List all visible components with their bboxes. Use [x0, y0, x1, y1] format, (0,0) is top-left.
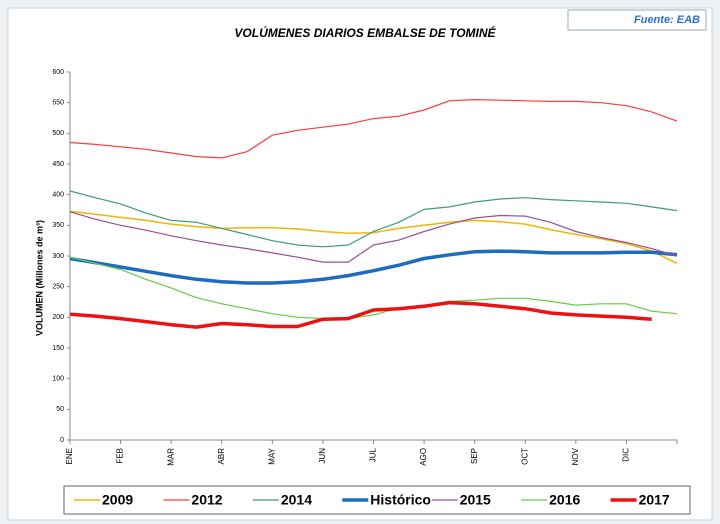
chart-title: VOLÚMENES DIARIOS EMBALSE DE TOMINÉ — [234, 25, 496, 40]
y-axis-label: VOLUMEN (Millones de m³) — [34, 220, 44, 336]
y-tick-label: 250 — [52, 284, 64, 291]
legend-label: 2014 — [281, 492, 312, 508]
legend-label: 2017 — [639, 492, 670, 508]
y-tick-label: 550 — [52, 100, 64, 107]
x-tick-label: FEB — [116, 448, 125, 464]
series-line — [69, 211, 678, 263]
y-tick-label: 600 — [52, 69, 64, 76]
legend-label: 2012 — [191, 492, 222, 508]
x-tick-label: ENE — [65, 448, 74, 464]
x-tick-label: OCT — [520, 448, 529, 465]
y-tick-label: 0 — [60, 437, 64, 444]
legend-label: 2009 — [102, 492, 133, 508]
source: Fuente: EAB — [634, 14, 700, 26]
series-line — [69, 190, 678, 248]
y-tick-label: 500 — [52, 130, 64, 137]
y-tick-label: 150 — [52, 345, 64, 352]
x-tick-label: JUL — [369, 447, 378, 462]
series-line — [69, 300, 652, 329]
x-tick-label: DIC — [622, 448, 631, 462]
x-tick-label: ABR — [217, 448, 226, 465]
y-tick-label: 400 — [52, 192, 64, 199]
y-tick-label: 300 — [52, 253, 64, 260]
legend-label: 2016 — [549, 492, 580, 508]
legend-label: Histórico — [370, 492, 431, 508]
legend-label: 2015 — [460, 492, 491, 508]
y-tick-label: 200 — [52, 314, 64, 321]
series-line — [69, 99, 678, 159]
series-line — [69, 249, 678, 285]
x-tick-label: JUN — [318, 448, 327, 464]
series-line — [69, 210, 678, 265]
x-tick-label: AGO — [419, 448, 428, 466]
chart-background — [7, 7, 713, 521]
x-tick-label: MAR — [166, 448, 175, 466]
y-tick-label: 350 — [52, 222, 64, 229]
x-tick-label: NOV — [571, 447, 580, 465]
y-tick-label: 450 — [52, 161, 64, 168]
x-tick-label: SEP — [470, 448, 479, 464]
y-tick-label: 50 — [56, 406, 64, 413]
y-tick-label: 100 — [52, 376, 64, 383]
x-tick-label: MAY — [267, 447, 276, 464]
source-box — [567, 9, 707, 31]
series-line — [69, 256, 678, 320]
